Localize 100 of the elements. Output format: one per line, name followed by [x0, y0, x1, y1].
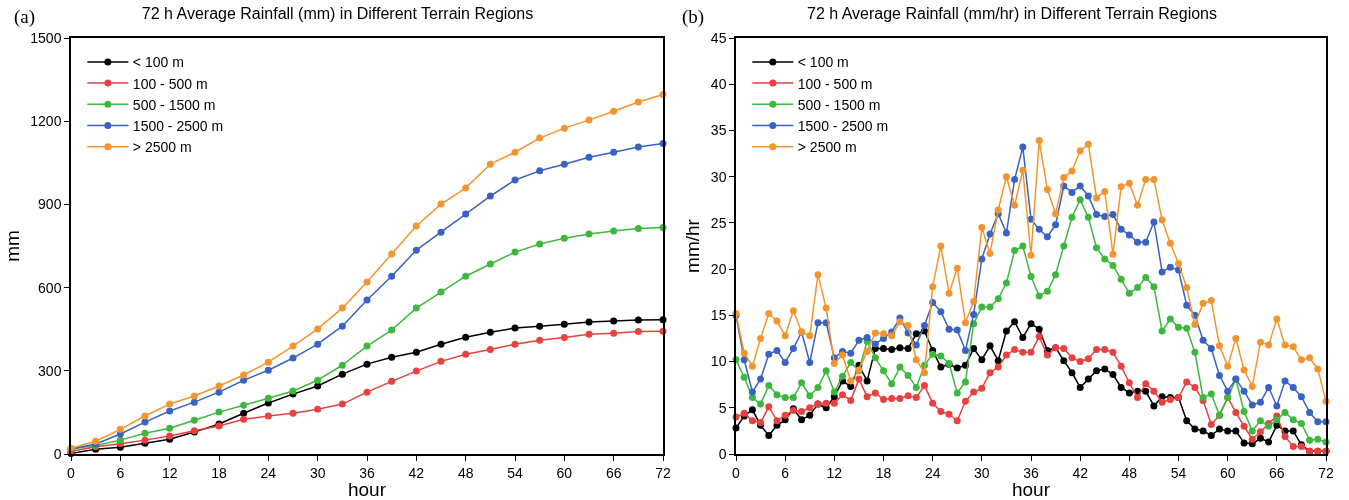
- y-tick-label: 35: [710, 122, 727, 139]
- point: [338, 322, 346, 330]
- point: [363, 342, 371, 350]
- point: [240, 409, 248, 417]
- legend-label: < 100 m: [797, 54, 849, 71]
- x-tick-label: 24: [924, 464, 941, 481]
- point: [412, 348, 420, 356]
- y-tick-label: 10: [710, 353, 727, 370]
- legend-label: 100 - 500 m: [132, 75, 208, 92]
- point: [116, 425, 124, 433]
- x-tick-label: 0: [732, 464, 741, 481]
- y-tick-label: 40: [710, 76, 727, 93]
- point: [511, 176, 519, 184]
- point: [264, 366, 272, 374]
- x-tick-label: 24: [260, 464, 277, 481]
- point: [190, 416, 198, 424]
- point: [560, 160, 568, 168]
- point: [314, 382, 322, 390]
- y-tick-label: 30: [710, 168, 727, 185]
- point: [634, 327, 642, 335]
- point: [215, 388, 223, 396]
- point: [536, 240, 544, 248]
- point: [141, 418, 149, 426]
- point: [560, 124, 568, 132]
- point: [437, 228, 445, 236]
- x-tick-label: 18: [875, 464, 892, 481]
- x-tick-label: 54: [507, 464, 523, 481]
- y-tick-label: 600: [38, 279, 62, 296]
- y-tick-label: 25: [710, 214, 727, 231]
- legend-label: > 2500 m: [132, 139, 192, 156]
- point: [634, 143, 642, 151]
- point: [437, 288, 445, 296]
- point: [560, 320, 568, 328]
- y-tick-label: 300: [38, 362, 62, 379]
- legend-label: 500 - 1500 m: [797, 96, 881, 113]
- point: [511, 324, 519, 332]
- x-tick-label: 12: [826, 464, 843, 481]
- x-tick-label: 0: [67, 464, 76, 481]
- x-tick-label: 54: [1170, 464, 1187, 481]
- point: [486, 192, 494, 200]
- x-tick-label: 66: [605, 464, 622, 481]
- point: [363, 388, 371, 396]
- point: [141, 429, 149, 437]
- point: [536, 167, 544, 175]
- chart-title: 72 h Average Rainfall (mm/hr) in Different Terrain Regions: [807, 4, 1217, 22]
- x-tick-label: 72: [1318, 464, 1334, 481]
- point: [141, 412, 149, 420]
- point: [585, 153, 593, 161]
- point: [388, 353, 396, 361]
- point: [585, 330, 593, 338]
- point: [388, 272, 396, 280]
- point: [585, 116, 593, 124]
- point: [412, 246, 420, 254]
- point: [363, 296, 371, 304]
- point: [289, 409, 297, 417]
- point: [412, 222, 420, 230]
- point: [437, 200, 445, 208]
- point: [338, 361, 346, 369]
- point: [116, 436, 124, 444]
- x-tick-label: 60: [556, 464, 573, 481]
- x-tick-label: 18: [211, 464, 227, 481]
- point: [215, 382, 223, 390]
- point: [166, 424, 174, 432]
- point: [388, 326, 396, 334]
- y-tick-label: 0: [718, 445, 727, 462]
- point: [536, 134, 544, 142]
- y-tick-label: 1500: [30, 29, 62, 46]
- point: [585, 318, 593, 326]
- point: [338, 304, 346, 312]
- legend-label: 100 - 500 m: [797, 75, 873, 92]
- point: [437, 357, 445, 365]
- point: [240, 376, 248, 384]
- point: [610, 329, 618, 337]
- point: [388, 250, 396, 258]
- x-tick-label: 6: [116, 464, 125, 481]
- point: [634, 316, 642, 324]
- legend-label: > 2500 m: [797, 139, 857, 156]
- point: [338, 400, 346, 408]
- y-tick-label: 45: [710, 29, 727, 46]
- point: [511, 248, 519, 256]
- point: [240, 415, 248, 423]
- x-tick-label: 36: [1023, 464, 1039, 481]
- legend-label: < 100 m: [132, 54, 184, 71]
- x-tick-label: 42: [1072, 464, 1089, 481]
- point: [166, 400, 174, 408]
- point: [166, 407, 174, 415]
- x-tick-label: 72: [655, 464, 671, 481]
- y-tick-label: 0: [53, 445, 62, 462]
- point: [610, 227, 618, 235]
- point: [560, 334, 568, 342]
- point: [289, 342, 297, 350]
- point: [412, 367, 420, 375]
- point: [585, 230, 593, 238]
- point: [462, 272, 470, 280]
- x-tick-label: 30: [974, 464, 990, 481]
- x-tick-label: 6: [781, 464, 790, 481]
- point: [190, 392, 198, 400]
- point: [610, 317, 618, 325]
- point: [215, 408, 223, 416]
- point: [462, 350, 470, 358]
